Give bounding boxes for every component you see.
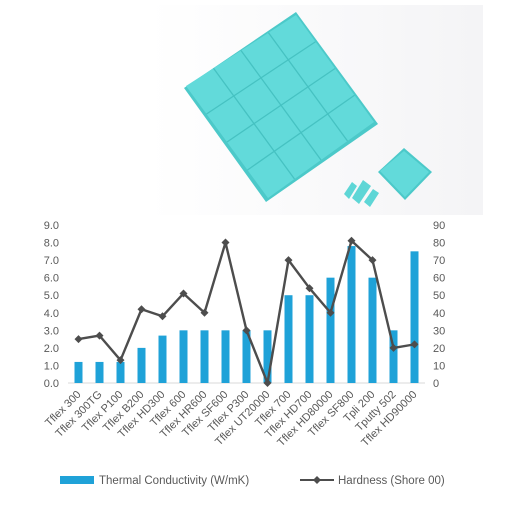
thermal-pad-sheet (184, 12, 378, 202)
bar (305, 295, 314, 383)
right-tick-label: 0 (433, 378, 439, 390)
left-tick-label: 2.0 (44, 343, 59, 355)
product-photo (148, 5, 483, 215)
right-tick-label: 90 (433, 220, 445, 232)
legend-marker (313, 476, 321, 484)
bar (221, 330, 230, 383)
bar (242, 330, 251, 383)
left-tick-label: 8.0 (44, 238, 59, 250)
bar (368, 277, 377, 383)
right-tick-label: 10 (433, 360, 445, 372)
legend: Thermal Conductivity (W/mK) Hardness (Sh… (60, 475, 445, 487)
bar (74, 361, 83, 383)
line-marker (305, 284, 314, 293)
bar (284, 295, 293, 383)
left-tick-label: 6.0 (44, 273, 59, 285)
bar (389, 330, 398, 383)
right-tick-label: 60 (433, 273, 445, 285)
left-tick-label: 0.0 (44, 378, 59, 390)
right-tick-label: 70 (433, 255, 445, 267)
right-tick-label: 20 (433, 343, 445, 355)
right-tick-label: 50 (433, 290, 445, 302)
legend-swatch-bar (60, 476, 94, 484)
line-marker (74, 335, 83, 344)
thermal-pad-strips (344, 180, 379, 207)
legend-label-line: Hardness (Shore 00) (338, 475, 445, 487)
line-marker (326, 308, 335, 317)
legend-label-bar: Thermal Conductivity (W/mK) (99, 475, 249, 487)
bar (326, 277, 335, 383)
bar (116, 361, 125, 383)
bar (179, 330, 188, 383)
bar (95, 361, 104, 383)
line-marker (410, 340, 419, 349)
line-marker (368, 256, 377, 265)
line-marker (179, 289, 188, 298)
bar (410, 251, 419, 383)
bar (263, 330, 272, 383)
left-tick-label: 9.0 (44, 220, 59, 232)
right-tick-label: 80 (433, 238, 445, 250)
left-tick-label: 4.0 (44, 308, 59, 320)
line-marker (347, 236, 356, 245)
line-marker (137, 305, 146, 314)
bar (347, 246, 356, 383)
line-marker (242, 326, 251, 335)
line-marker (158, 312, 167, 321)
left-tick-label: 5.0 (44, 290, 59, 302)
line-series (74, 236, 419, 387)
right-tick-label: 30 (433, 325, 445, 337)
line-marker (200, 308, 209, 317)
left-axis-ticks: 0.0 1.0 2.0 3.0 4.0 5.0 6.0 7.0 8.0 9.0 (44, 220, 59, 390)
bar (200, 330, 209, 383)
right-tick-label: 40 (433, 308, 445, 320)
right-axis-ticks: 0 10 20 30 40 50 60 70 80 90 (433, 220, 445, 390)
thermal-pad-small (378, 148, 432, 200)
line-marker (389, 343, 398, 352)
left-tick-label: 7.0 (44, 255, 59, 267)
bar (137, 347, 146, 383)
left-tick-label: 3.0 (44, 325, 59, 337)
line-marker (221, 238, 230, 247)
line-marker (263, 379, 272, 387)
line-marker (284, 256, 293, 265)
line-marker (95, 331, 104, 340)
bar-series (74, 246, 419, 383)
left-tick-label: 1.0 (44, 360, 59, 372)
line-marker (116, 356, 125, 365)
bar (158, 335, 167, 383)
